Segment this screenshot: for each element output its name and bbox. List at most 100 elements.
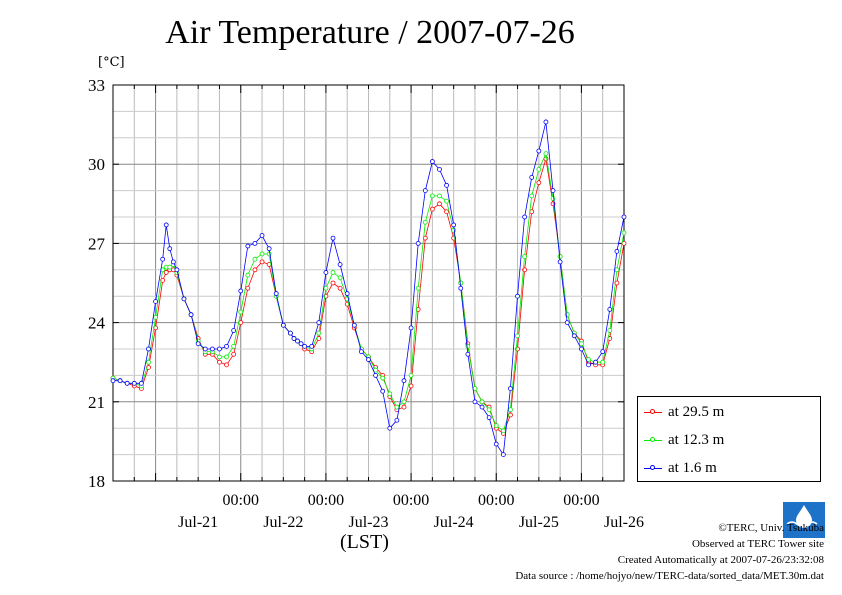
data-point: [451, 227, 457, 233]
data-point: [465, 343, 471, 349]
data-point: [593, 359, 599, 365]
data-point: [422, 219, 428, 225]
data-point: [224, 354, 229, 360]
x-tick-label-day: Jul-25: [519, 514, 559, 531]
data-point: [273, 291, 279, 296]
data-point: [153, 314, 158, 320]
data-point: [536, 148, 542, 154]
data-point: [458, 285, 464, 291]
data-point: [621, 230, 627, 236]
data-point: [351, 322, 357, 328]
data-point: [500, 428, 506, 434]
data-point: [515, 333, 520, 339]
data-point: [174, 267, 180, 273]
legend-label: at 1.6 m: [668, 459, 717, 476]
x-axis: 00:00 00:00 00:00 00:00 00:00 Jul-21 Jul-22 Jul…: [112, 85, 644, 531]
data-point: [373, 372, 378, 378]
data-point: [131, 380, 137, 386]
x-tick-label-day: Jul-26: [604, 514, 644, 531]
data-point: [316, 330, 322, 336]
data-point: [387, 425, 393, 431]
data-point: [146, 359, 151, 365]
data-point: [522, 214, 528, 220]
y-tick-label: 24: [88, 314, 106, 333]
data-point: [437, 201, 442, 207]
data-point: [479, 399, 485, 405]
data-point: [401, 399, 407, 405]
data-point: [117, 378, 123, 384]
data-point: [245, 272, 251, 278]
source-text: Data source : /home/hojyo/new/TERC-data/…: [515, 570, 824, 582]
data-point: [188, 312, 194, 318]
legend-item-29-5m: at 29.5 m: [644, 402, 724, 422]
y-tick-label: 30: [88, 155, 105, 174]
data-point: [543, 151, 549, 157]
data-point: [238, 309, 244, 315]
data-point: [259, 251, 265, 257]
series-2: [110, 119, 627, 458]
data-point: [493, 441, 499, 447]
data-point: [366, 357, 371, 362]
x-tick-label-time: 00:00: [308, 492, 344, 509]
x-tick-label-day: Jul-21: [178, 514, 218, 531]
data-point: [288, 330, 293, 336]
data-point: [579, 341, 584, 347]
data-point: [437, 193, 442, 199]
data-point: [607, 328, 613, 333]
data-point: [163, 222, 169, 228]
data-point: [444, 182, 449, 188]
data-point: [309, 343, 315, 349]
data-point: [337, 275, 343, 281]
data-point: [486, 407, 492, 413]
data-point: [586, 362, 591, 368]
data-point: [138, 380, 144, 386]
x-tick-label-day: Jul-23: [349, 514, 389, 531]
data-point: [224, 343, 229, 349]
data-point: [160, 256, 166, 262]
legend-item-1-6m: at 1.6 m: [644, 458, 717, 478]
data-point: [238, 288, 244, 294]
legend-swatch-blue: [644, 462, 662, 474]
plot-grid: [113, 85, 624, 481]
data-point: [579, 346, 584, 352]
data-point: [444, 209, 449, 215]
legend-label: at 29.5 m: [668, 403, 725, 420]
data-point: [323, 270, 329, 275]
data-point: [359, 349, 364, 355]
data-point: [493, 423, 499, 428]
data-point: [231, 351, 237, 357]
data-point: [170, 259, 176, 265]
data-point: [472, 399, 478, 405]
data-point: [153, 299, 158, 304]
data-point: [252, 267, 258, 273]
x-tick-label-time: 00:00: [393, 492, 429, 509]
y-axis: 18 21 24 27 30 33: [88, 76, 624, 491]
data-point: [522, 254, 528, 260]
data-point: [195, 341, 201, 347]
legend-swatch-green: [644, 434, 662, 446]
data-point: [337, 285, 343, 291]
data-point: [621, 214, 627, 220]
data-point: [429, 206, 435, 212]
data-point: [266, 246, 272, 252]
data-point: [401, 378, 407, 384]
x-axis-label: (LST): [340, 531, 389, 553]
data-point: [316, 320, 322, 326]
data-point: [415, 240, 421, 246]
data-point: [394, 417, 400, 423]
data-point: [167, 264, 173, 270]
legend-item-12-3m: at 12.3 m: [644, 430, 724, 450]
terc-logo: [783, 502, 825, 538]
data-point: [408, 325, 414, 331]
data-point: [508, 386, 513, 392]
data-point: [614, 280, 620, 286]
data-point: [295, 338, 300, 344]
x-tick-label-day: Jul-24: [434, 514, 474, 531]
x-tick-label-time: 00:00: [563, 492, 599, 509]
data-point: [280, 322, 286, 328]
data-point: [614, 267, 620, 273]
data-point: [550, 196, 556, 201]
data-point: [600, 349, 606, 355]
observed-text: Observed at TERC Tower site: [691, 538, 824, 550]
